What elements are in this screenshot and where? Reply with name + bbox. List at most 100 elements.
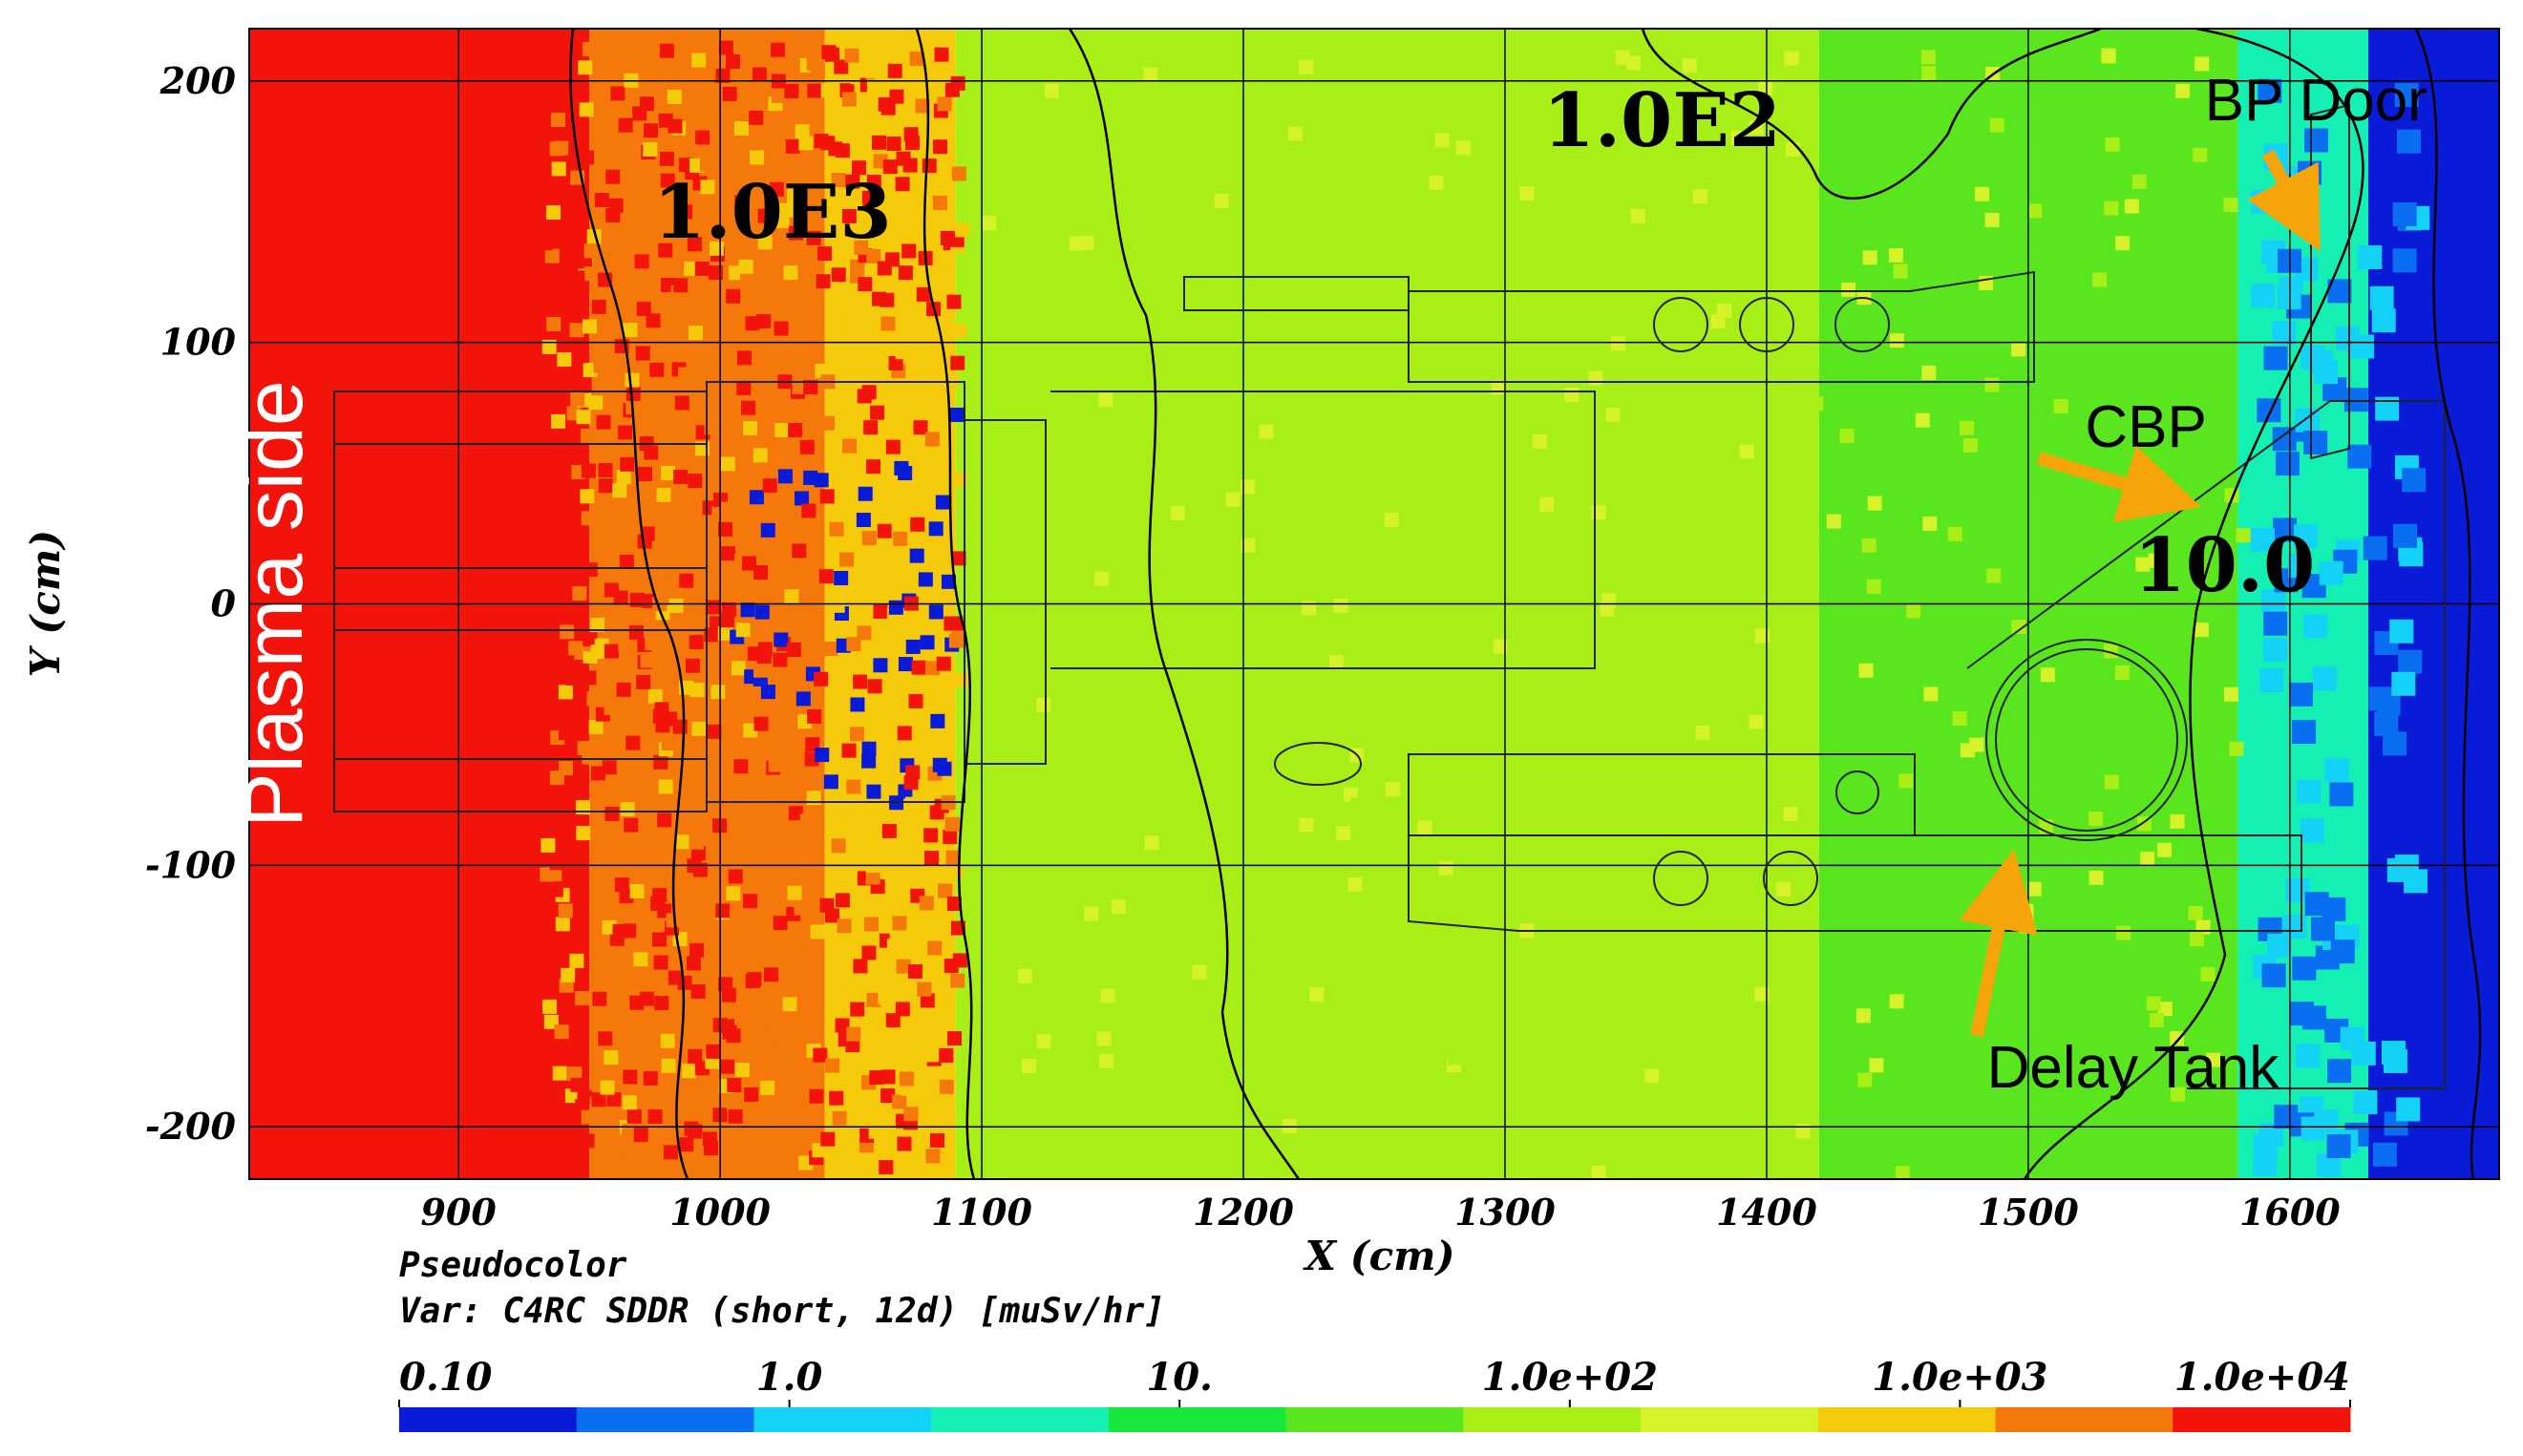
dose-cell bbox=[831, 267, 846, 283]
dose-cell bbox=[689, 683, 705, 698]
dose-cell bbox=[2273, 517, 2298, 542]
dose-cell bbox=[989, 588, 1005, 603]
dose-cell bbox=[2391, 671, 2416, 696]
dose-cell bbox=[654, 996, 669, 1011]
dose-cell bbox=[836, 943, 851, 959]
dose-cell bbox=[2392, 202, 2417, 227]
dose-cell bbox=[600, 1080, 615, 1095]
dose-cell bbox=[873, 604, 888, 620]
dose-cell bbox=[721, 546, 736, 561]
dose-cell bbox=[898, 265, 913, 281]
dose-cell bbox=[2326, 1134, 2351, 1159]
dose-cell bbox=[2292, 720, 2317, 745]
dose-cell bbox=[2288, 682, 2313, 707]
dose-cell bbox=[878, 990, 893, 1005]
dose-cell bbox=[719, 613, 734, 628]
dose-cell bbox=[1588, 370, 1603, 386]
dose-cell bbox=[915, 98, 930, 114]
dose-cell bbox=[688, 1048, 703, 1064]
dose-cell bbox=[795, 491, 810, 506]
dose-cell bbox=[2363, 536, 2387, 560]
dose-cell bbox=[937, 96, 952, 112]
dose-cell bbox=[1299, 374, 1314, 390]
dose-cell bbox=[718, 40, 733, 55]
dose-cell bbox=[538, 236, 553, 251]
dose-cell bbox=[807, 805, 822, 820]
dose-cell bbox=[778, 202, 794, 218]
dose-cell bbox=[849, 727, 864, 742]
dose-cell bbox=[1922, 516, 1938, 531]
dose-cell bbox=[1758, 80, 1773, 95]
colorbar-segment bbox=[1463, 1407, 1642, 1432]
dose-cell bbox=[1394, 265, 1410, 281]
dose-cell bbox=[858, 277, 873, 292]
dose-cell bbox=[720, 456, 735, 472]
delay-tank-arrow bbox=[1959, 849, 2038, 1038]
dose-cell bbox=[1481, 1144, 1496, 1159]
dose-cell bbox=[2157, 1002, 2173, 1017]
dose-cell bbox=[740, 602, 755, 618]
dose-cell bbox=[549, 741, 564, 756]
dose-cell bbox=[1384, 512, 1399, 527]
dose-cell bbox=[1471, 468, 1486, 483]
y-axis-ticks: 200 100 0 -100 -200 bbox=[145, 59, 237, 1148]
dose-cell bbox=[598, 1031, 613, 1046]
dose-cell bbox=[934, 47, 949, 62]
dose-cell bbox=[928, 604, 943, 620]
dose-cell bbox=[710, 685, 726, 700]
dose-cell bbox=[562, 940, 578, 956]
dose-cell bbox=[2092, 272, 2108, 287]
dose-cell bbox=[1015, 577, 1030, 592]
dose-cell bbox=[941, 574, 956, 589]
dose-cell bbox=[684, 813, 699, 829]
dose-cell bbox=[1347, 876, 1363, 892]
dose-cell bbox=[578, 60, 593, 75]
plot-area bbox=[249, 29, 2499, 1179]
dose-cell bbox=[946, 897, 962, 912]
dose-cell bbox=[896, 151, 911, 166]
dose-cell bbox=[946, 294, 962, 309]
dose-cell bbox=[2272, 427, 2297, 452]
dose-cell bbox=[927, 234, 943, 249]
dose-cell bbox=[870, 405, 885, 420]
dose-cell bbox=[631, 841, 647, 856]
colorbar-segment bbox=[1995, 1407, 2173, 1432]
dose-cell bbox=[2171, 1087, 2186, 1102]
dose-cell bbox=[684, 261, 699, 276]
dose-cell bbox=[734, 1063, 750, 1078]
dose-cell bbox=[557, 352, 572, 368]
dose-cell bbox=[679, 573, 694, 588]
dose-cell bbox=[583, 632, 598, 647]
dose-cell bbox=[1096, 1031, 1112, 1046]
dose-cell bbox=[1855, 1008, 1871, 1023]
dose-cell bbox=[2303, 614, 2328, 639]
dose-cell bbox=[646, 313, 661, 328]
dose-cell bbox=[583, 243, 599, 259]
dose-cell bbox=[616, 682, 631, 697]
dose-cell bbox=[1134, 649, 1150, 665]
isodose-label-10: 10.0 bbox=[2133, 522, 2315, 609]
dose-cell bbox=[905, 765, 921, 780]
dose-cell bbox=[772, 88, 787, 103]
dose-cell bbox=[1231, 989, 1246, 1004]
dose-cell bbox=[1923, 686, 1939, 702]
dose-cell bbox=[861, 385, 877, 400]
dose-cell bbox=[886, 939, 901, 954]
dose-cell bbox=[689, 635, 704, 650]
port-circle-3 bbox=[1834, 297, 1890, 352]
dose-cell bbox=[888, 600, 903, 615]
dose-cell bbox=[863, 40, 879, 55]
dose-cell bbox=[864, 113, 880, 128]
dose-cell bbox=[1217, 666, 1232, 682]
dose-cell bbox=[1539, 496, 1555, 512]
dose-cell bbox=[2394, 82, 2419, 107]
dose-cell bbox=[741, 400, 756, 415]
dose-cell bbox=[944, 816, 960, 832]
dose-cell bbox=[728, 1108, 743, 1124]
dose-cell bbox=[2402, 468, 2427, 493]
dose-cell bbox=[2236, 528, 2251, 543]
dose-cell bbox=[721, 601, 736, 617]
dose-cell bbox=[704, 627, 719, 643]
dose-cell bbox=[727, 103, 742, 118]
dose-cell bbox=[724, 924, 739, 939]
